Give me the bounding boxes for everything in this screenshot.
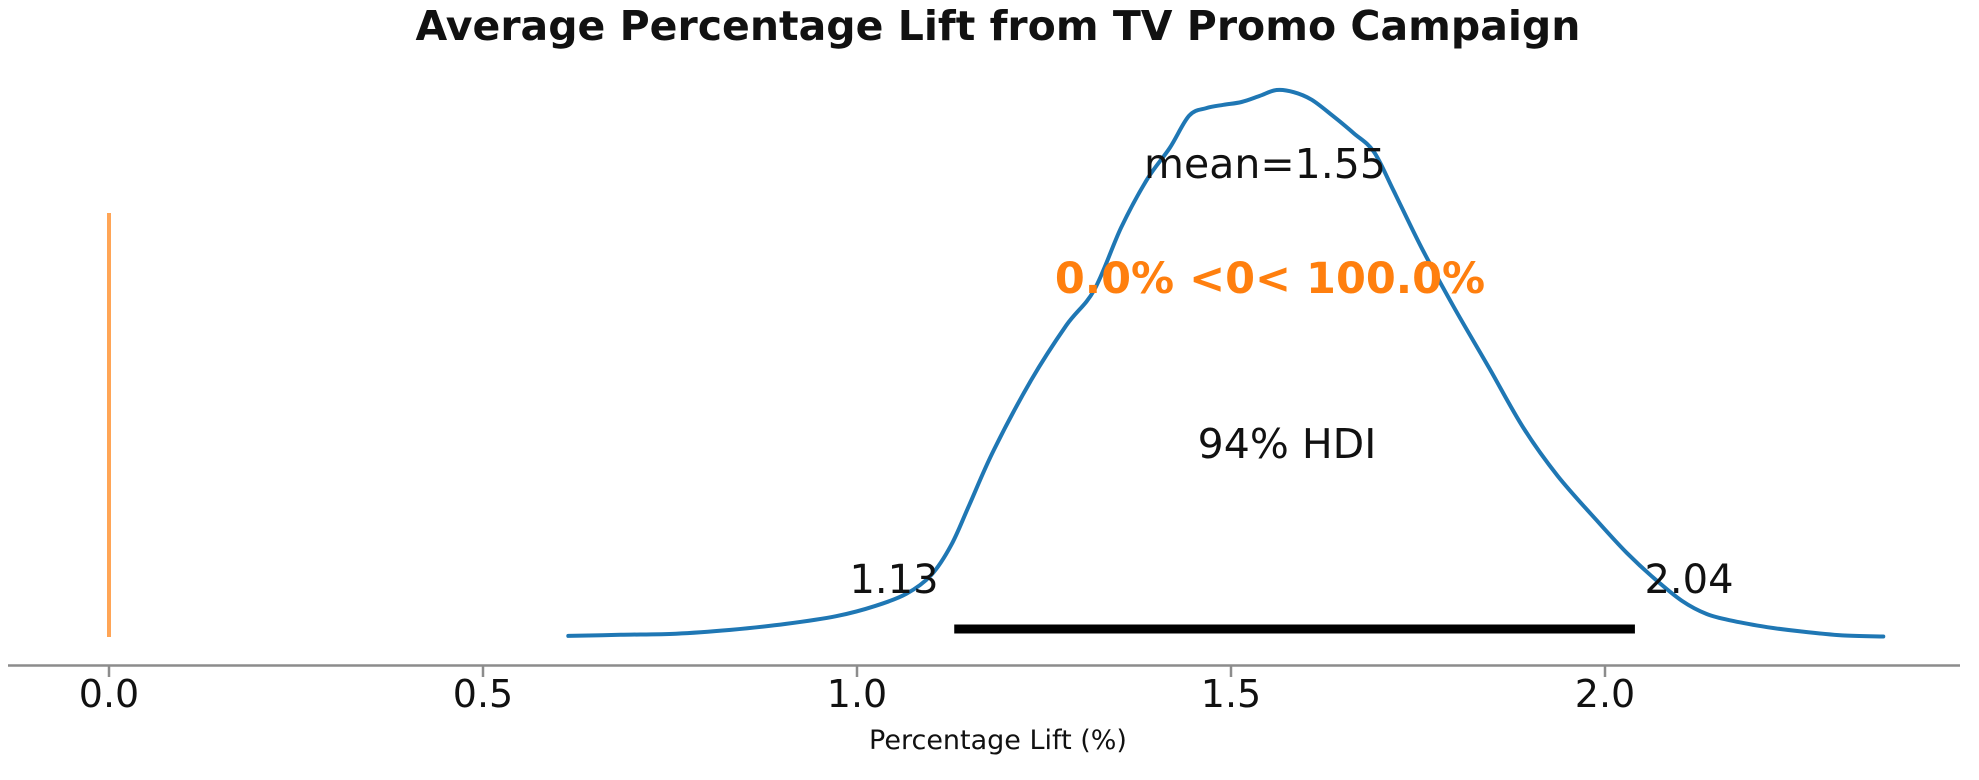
plot-title: Average Percentage Lift from TV Promo Ca… — [415, 2, 1581, 50]
mean-annotation: mean=1.55 — [1144, 140, 1386, 188]
x-axis-label: Percentage Lift (%) — [869, 725, 1127, 756]
x-tick-label: 0.0 — [78, 672, 140, 716]
x-tick-label: 1.0 — [826, 672, 888, 716]
kde-curve — [566, 87, 1886, 639]
hdi-lower-value: 1.13 — [849, 557, 939, 603]
x-tick-label: 1.5 — [1200, 672, 1262, 716]
hdi-upper-value: 2.04 — [1644, 557, 1734, 603]
x-tick-label: 0.5 — [452, 672, 514, 716]
ref-val-annotation: 0.0% <0< 100.0% — [1054, 254, 1486, 304]
x-tick-label: 2.0 — [1574, 672, 1636, 716]
hdi-label: 94% HDI — [1197, 420, 1377, 468]
